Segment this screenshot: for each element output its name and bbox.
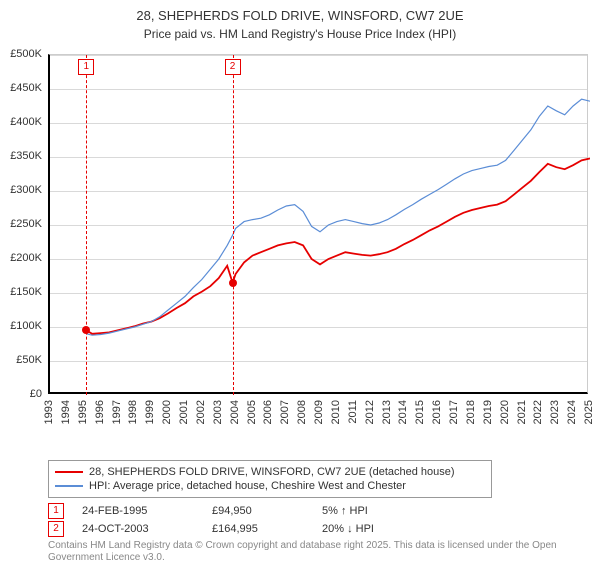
x-axis-label: 1997 (111, 400, 123, 424)
y-axis-label: £100K (10, 320, 42, 332)
y-axis-label: £50K (16, 354, 42, 366)
x-axis-label: 2020 (499, 400, 511, 424)
x-axis-label: 2015 (414, 400, 426, 424)
plot-region: 12 (48, 54, 588, 394)
y-axis-label: £300K (10, 184, 42, 196)
transaction-price: £164,995 (212, 523, 322, 535)
x-axis-label: 2008 (296, 400, 308, 424)
x-axis-label: 2023 (549, 400, 561, 424)
attribution-text: Contains HM Land Registry data © Crown c… (48, 540, 600, 564)
legend-item: HPI: Average price, detached house, Ches… (55, 479, 485, 493)
x-axis-label: 2022 (532, 400, 544, 424)
legend-swatch (55, 471, 83, 473)
marker-badge: 1 (78, 59, 94, 75)
x-axis-label: 2019 (482, 400, 494, 424)
y-axis-label: £450K (10, 82, 42, 94)
transaction-date: 24-OCT-2003 (82, 523, 212, 535)
x-axis-label: 1993 (43, 400, 55, 424)
chart-area: 12 £0£50K£100K£150K£200K£250K£300K£350K£… (48, 54, 588, 424)
marker-dot (229, 279, 237, 287)
transaction-row: 2 24-OCT-2003£164,99520% ↓ HPI (48, 520, 432, 538)
x-axis-label: 2001 (178, 400, 190, 424)
y-axis-label: £400K (10, 116, 42, 128)
x-axis-label: 2003 (212, 400, 224, 424)
x-axis-label: 2014 (397, 400, 409, 424)
x-axis-label: 2005 (246, 400, 258, 424)
x-axis-label: 2002 (195, 400, 207, 424)
legend-swatch (55, 485, 83, 487)
y-axis-label: £200K (10, 252, 42, 264)
transaction-row: 1 24-FEB-1995£94,9505% ↑ HPI (48, 502, 432, 520)
transaction-price: £94,950 (212, 505, 322, 517)
x-axis-label: 2004 (229, 400, 241, 424)
x-axis-label: 2024 (566, 400, 578, 424)
line-series (50, 55, 590, 395)
chart-title: 28, SHEPHERDS FOLD DRIVE, WINSFORD, CW7 … (0, 0, 600, 25)
x-axis-label: 2012 (364, 400, 376, 424)
marker-dot (82, 326, 90, 334)
legend: 28, SHEPHERDS FOLD DRIVE, WINSFORD, CW7 … (48, 460, 492, 498)
y-axis-label: £150K (10, 286, 42, 298)
legend-item: 28, SHEPHERDS FOLD DRIVE, WINSFORD, CW7 … (55, 465, 485, 479)
x-axis-label: 1998 (127, 400, 139, 424)
chart-container: 28, SHEPHERDS FOLD DRIVE, WINSFORD, CW7 … (0, 0, 600, 560)
legend-label: 28, SHEPHERDS FOLD DRIVE, WINSFORD, CW7 … (89, 466, 455, 478)
y-axis-label: £350K (10, 150, 42, 162)
y-axis-label: £500K (10, 48, 42, 60)
y-axis-label: £0 (30, 388, 42, 400)
x-axis-label: 2000 (161, 400, 173, 424)
x-axis-label: 1994 (60, 400, 72, 424)
x-axis-label: 2010 (330, 400, 342, 424)
series-blue (86, 99, 590, 335)
x-axis-label: 2018 (465, 400, 477, 424)
x-axis-label: 2009 (313, 400, 325, 424)
x-axis-label: 2025 (583, 400, 595, 424)
x-axis-label: 2007 (279, 400, 291, 424)
legend-label: HPI: Average price, detached house, Ches… (89, 480, 406, 492)
marker-line (233, 55, 234, 395)
x-axis-label: 2006 (262, 400, 274, 424)
transaction-badge: 1 (48, 503, 64, 519)
marker-line (86, 55, 87, 395)
transaction-delta: 20% ↓ HPI (322, 523, 432, 535)
marker-badge: 2 (225, 59, 241, 75)
x-axis-label: 2011 (347, 400, 359, 424)
x-axis-label: 1996 (94, 400, 106, 424)
transaction-list: 1 24-FEB-1995£94,9505% ↑ HPI 2 24-OCT-2003£… (48, 502, 432, 538)
x-axis-label: 2017 (448, 400, 460, 424)
transaction-date: 24-FEB-1995 (82, 505, 212, 517)
x-axis-label: 2021 (516, 400, 528, 424)
chart-subtitle: Price paid vs. HM Land Registry's House … (0, 25, 600, 41)
x-axis-label: 1995 (77, 400, 89, 424)
transaction-delta: 5% ↑ HPI (322, 505, 432, 517)
transaction-badge: 2 (48, 521, 64, 537)
y-axis-label: £250K (10, 218, 42, 230)
x-axis-label: 1999 (144, 400, 156, 424)
series-red (86, 158, 590, 333)
x-axis-label: 2016 (431, 400, 443, 424)
x-axis-label: 2013 (381, 400, 393, 424)
